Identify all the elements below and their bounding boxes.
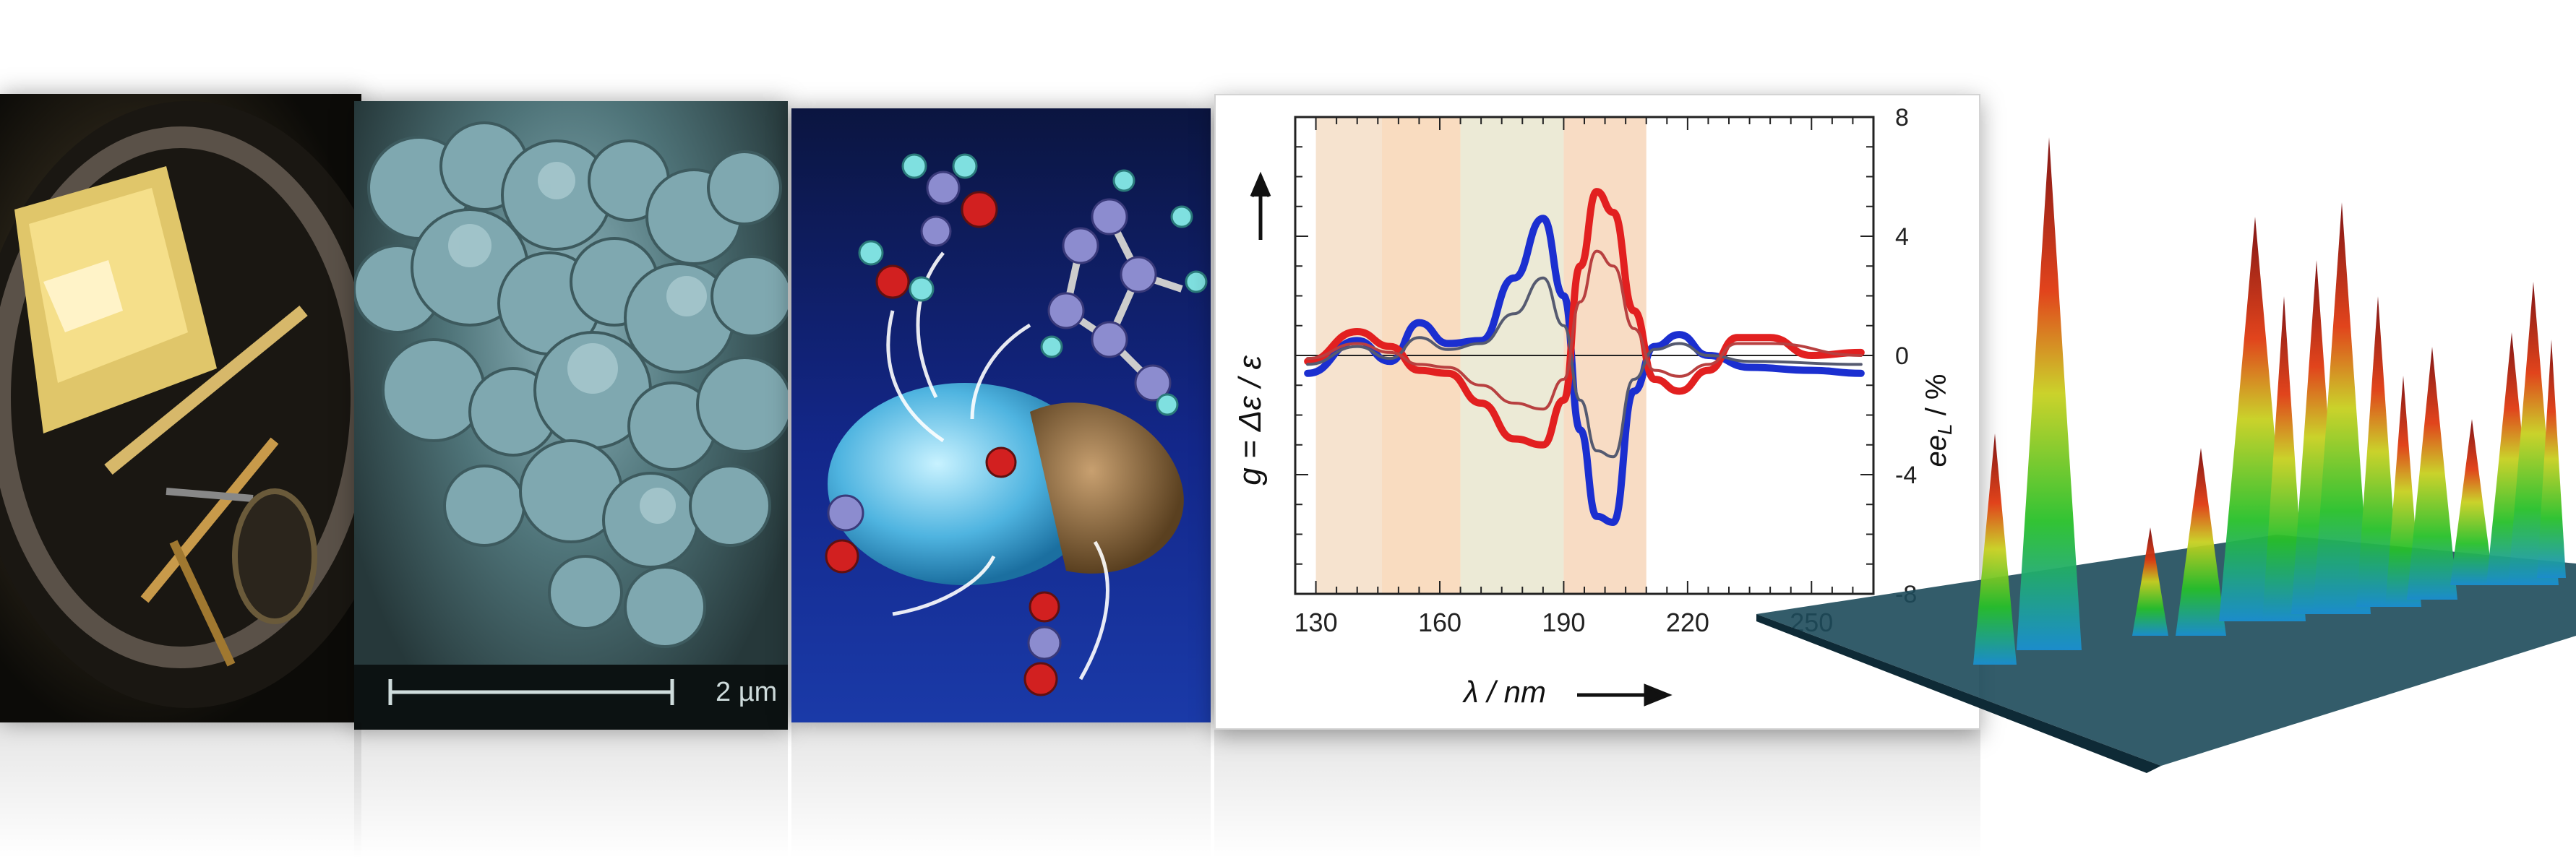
- peaks: [1973, 137, 2566, 665]
- x-axis-label: λ / nm: [1462, 675, 1546, 709]
- y-tick-label: 0: [1895, 342, 1909, 370]
- axis-ticks: [1295, 116, 1873, 595]
- x-tick-label: 220: [1666, 608, 1709, 637]
- reflection-chart: [1214, 730, 1980, 859]
- series-lines: [1304, 188, 1865, 527]
- reflection-molecule: [791, 722, 1211, 859]
- y-tick-label: -4: [1895, 462, 1917, 489]
- scale-bar-label: 2 µm: [716, 677, 777, 707]
- series-line: [1306, 249, 1863, 411]
- cd-chart-panel: 130160190220250840-4-8 g = Δε / ε eeL / …: [1214, 94, 1980, 730]
- y-tick-label: 4: [1895, 223, 1909, 251]
- x-tick-label: 190: [1542, 608, 1585, 637]
- y-axis-label-right: eeL / %: [1920, 374, 1956, 467]
- series-line: [1306, 276, 1863, 459]
- sem-particles: 2 µm: [354, 121, 788, 730]
- x-tick-label: 130: [1295, 608, 1338, 637]
- y-axis-arrow: [1250, 171, 1271, 240]
- x-tick-label: 160: [1418, 608, 1461, 637]
- sem-image: 2 µm: [354, 101, 788, 730]
- cd-chart: 130160190220250840-4-8 g = Δε / ε eeL / …: [1232, 104, 1956, 709]
- reflection-sem: [354, 730, 788, 859]
- molecule-illustration: [791, 108, 1211, 722]
- reflection-photo: [0, 722, 361, 859]
- molecule-art: [825, 153, 1208, 696]
- y-axis-label-left: g = Δε / ε: [1232, 355, 1268, 485]
- microscope-photo: [0, 94, 361, 722]
- y-tick-label: 8: [1895, 104, 1909, 131]
- chromatogram-3d: [1756, 116, 2576, 780]
- chromatogram-art: [1756, 137, 2576, 773]
- microscope-photo-art: [0, 101, 361, 708]
- x-axis-arrow: [1577, 683, 1673, 707]
